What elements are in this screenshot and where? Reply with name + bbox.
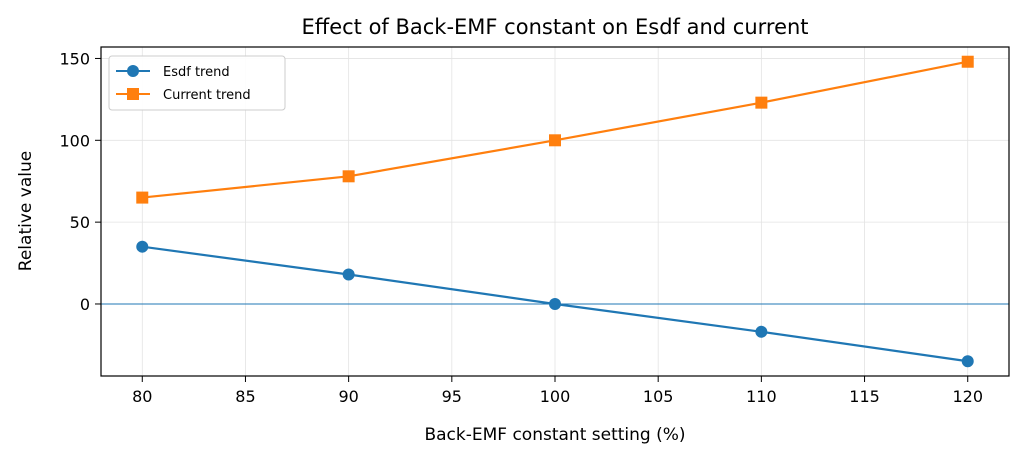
x-tick-label: 85 <box>235 387 255 406</box>
series-layer <box>136 55 974 368</box>
y-axis-label: Relative value <box>16 151 36 271</box>
y-tick-label: 150 <box>59 49 90 68</box>
y-tick-label: 100 <box>59 131 90 150</box>
data-point-current-trend <box>342 170 355 183</box>
data-point-esdf-trend <box>342 268 355 281</box>
data-point-esdf-trend <box>549 297 561 310</box>
legend: Esdf trend Current trend <box>108 55 286 111</box>
x-tick-label: 95 <box>442 387 462 406</box>
legend-label-esdf: Esdf trend <box>163 65 230 80</box>
x-tick-label: 110 <box>746 387 777 406</box>
x-axis-label: Back-EMF constant setting (%) <box>424 425 685 445</box>
x-tick-label: 120 <box>952 387 983 406</box>
x-tick-label: 80 <box>132 387 152 406</box>
x-tick-label: 90 <box>338 387 358 406</box>
data-point-esdf-trend <box>961 355 974 368</box>
x-tick-label: 105 <box>643 387 674 406</box>
y-axis-ticks: 0 50 100 150 <box>59 49 101 314</box>
data-point-esdf-trend <box>755 325 768 338</box>
data-point-esdf-trend <box>136 240 149 253</box>
legend-label-current: Current trend <box>163 88 251 103</box>
y-tick-label: 50 <box>70 213 90 232</box>
legend-marker-esdf <box>127 65 139 77</box>
data-point-current-trend <box>755 96 768 109</box>
x-tick-label: 100 <box>540 387 571 406</box>
data-point-current-trend <box>136 191 149 204</box>
legend-box <box>108 55 286 111</box>
legend-marker-current <box>127 88 139 100</box>
data-point-current-trend <box>961 55 974 68</box>
y-tick-label: 0 <box>80 295 90 314</box>
data-point-current-trend <box>549 134 561 147</box>
x-axis-ticks: 80 85 90 95 100 105 110 115 120 <box>132 376 983 406</box>
x-tick-label: 115 <box>849 387 880 406</box>
chart-title: Effect of Back-EMF constant on Esdf and … <box>301 15 808 39</box>
